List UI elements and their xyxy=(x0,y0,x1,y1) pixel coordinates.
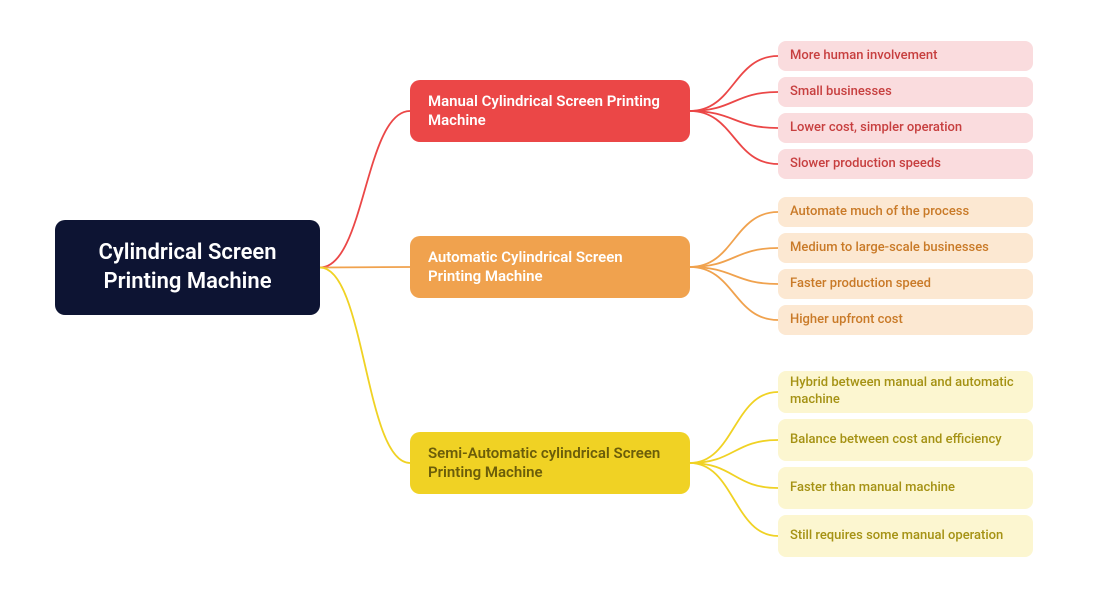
branch-semi: Semi-Automatic cylindrical Screen Printi… xyxy=(410,432,690,494)
leaf-semi-2: Faster than manual machine xyxy=(778,467,1033,509)
root-node: Cylindrical Screen Printing Machine xyxy=(55,220,320,315)
leaf-semi-3: Still requires some manual operation xyxy=(778,515,1033,557)
branch-automatic: Automatic Cylindrical Screen Printing Ma… xyxy=(410,236,690,298)
leaf-manual-2: Lower cost, simpler operation xyxy=(778,113,1033,143)
leaf-semi-1: Balance between cost and efficiency xyxy=(778,419,1033,461)
leaf-automatic-3: Higher upfront cost xyxy=(778,305,1033,335)
leaf-automatic-1: Medium to large-scale businesses xyxy=(778,233,1033,263)
leaf-semi-0: Hybrid between manual and automatic mach… xyxy=(778,371,1033,413)
leaf-manual-0: More human involvement xyxy=(778,41,1033,71)
leaf-automatic-0: Automate much of the process xyxy=(778,197,1033,227)
leaf-manual-1: Small businesses xyxy=(778,77,1033,107)
leaf-automatic-2: Faster production speed xyxy=(778,269,1033,299)
leaf-manual-3: Slower production speeds xyxy=(778,149,1033,179)
branch-manual: Manual Cylindrical Screen Printing Machi… xyxy=(410,80,690,142)
